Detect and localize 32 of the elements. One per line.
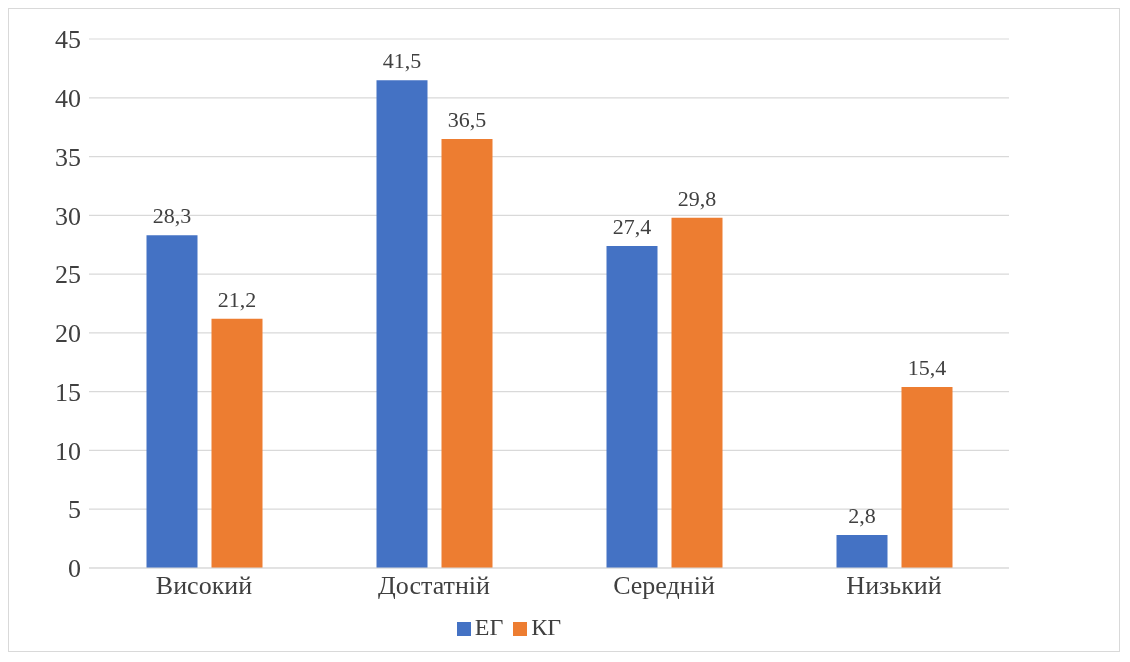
- legend-label: ЕГ: [474, 614, 504, 640]
- x-tick-label: Середній: [613, 571, 715, 601]
- bar: [671, 217, 723, 568]
- x-tick-label: Високий: [155, 571, 253, 601]
- x-tick-label: Низький: [846, 571, 942, 601]
- bar: [211, 318, 263, 568]
- data-label: 41,5: [382, 48, 422, 74]
- data-label: 28,3: [152, 203, 192, 229]
- bar: [146, 235, 198, 568]
- legend-label: КГ: [531, 614, 562, 640]
- bar: [606, 245, 658, 568]
- bar: [376, 80, 428, 568]
- bar: [901, 386, 953, 568]
- y-tick-label: 10: [55, 436, 81, 466]
- y-tick-label: 35: [55, 142, 81, 172]
- y-tick-label: 40: [55, 84, 81, 114]
- y-tick-label: 20: [55, 319, 81, 349]
- data-label: 29,8: [677, 185, 717, 211]
- y-tick-label: 30: [55, 201, 81, 231]
- y-tick-label: 15: [55, 377, 81, 407]
- x-tick-label: Достатній: [378, 571, 491, 601]
- y-tick-label: 0: [68, 554, 81, 584]
- y-tick-label: 45: [55, 25, 81, 55]
- data-label: 27,4: [612, 213, 652, 239]
- data-label: 36,5: [447, 106, 487, 132]
- data-label: 2,8: [848, 503, 876, 529]
- data-label: 21,2: [217, 286, 257, 312]
- bar: [836, 535, 888, 568]
- y-tick-label: 25: [55, 260, 81, 290]
- data-label: 15,4: [907, 354, 947, 380]
- y-tick-label: 5: [68, 495, 81, 525]
- bar: [441, 138, 493, 568]
